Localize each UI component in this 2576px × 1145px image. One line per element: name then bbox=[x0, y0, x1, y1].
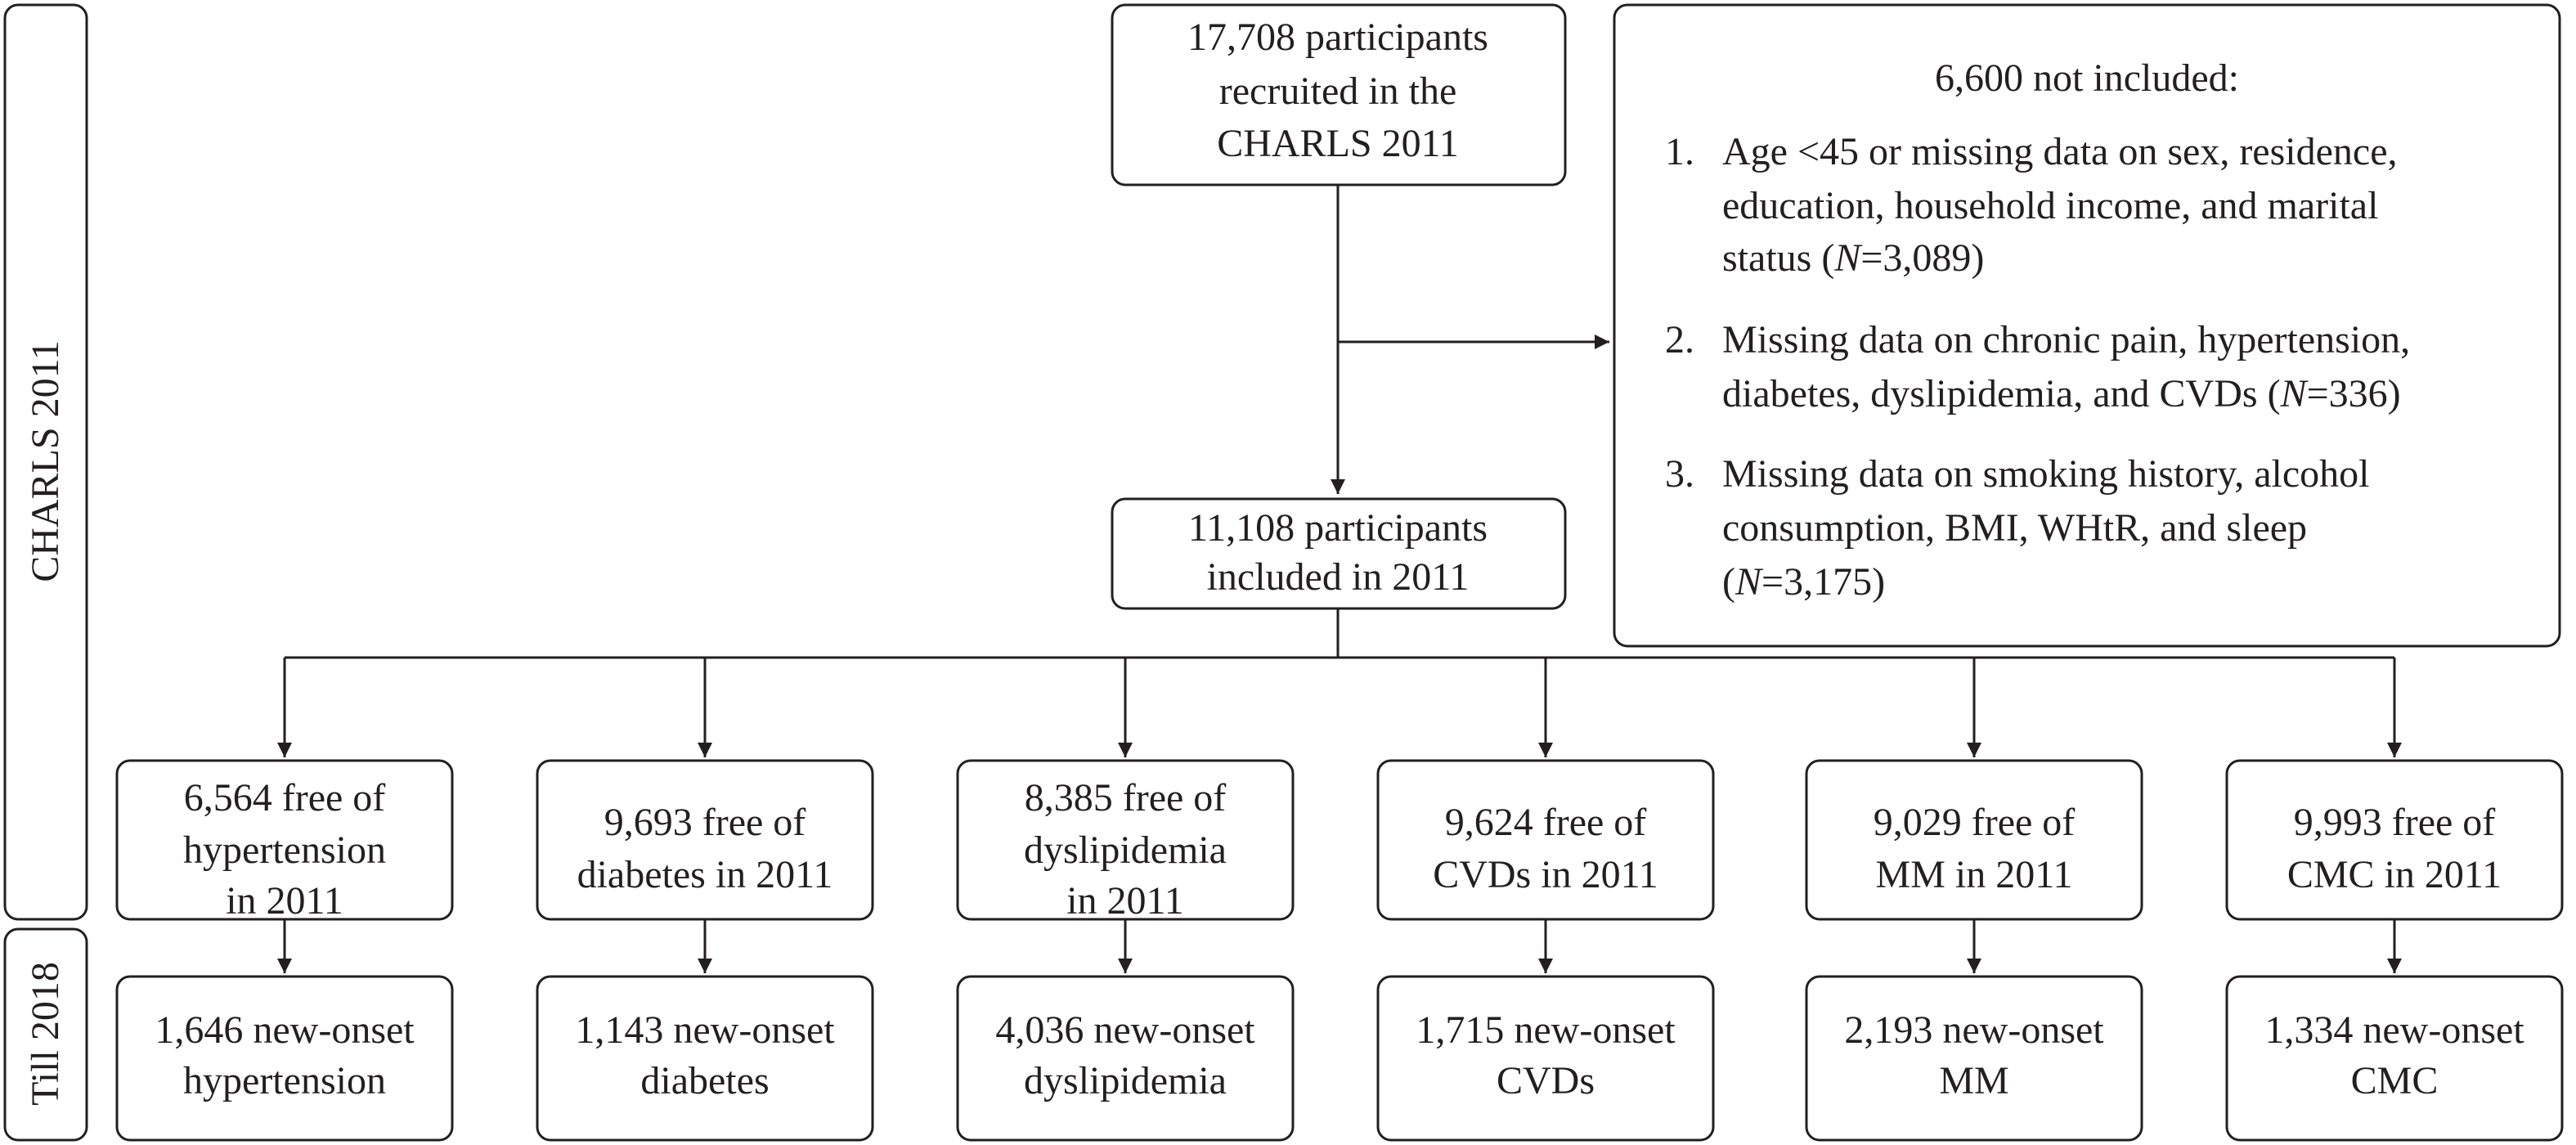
item-text: diabetes, dyslipidemia, and CVDs ( bbox=[1722, 372, 2281, 415]
side-box bbox=[3, 3, 88, 921]
outcome-text: 1,143 new-onset bbox=[575, 1008, 835, 1052]
outcome-text: MM bbox=[1939, 1059, 2008, 1102]
item-text: ( bbox=[1722, 560, 1735, 604]
baseline-text: diabetes in 2011 bbox=[577, 853, 833, 896]
baseline-text: hypertension bbox=[183, 828, 386, 872]
item-marker: 2. bbox=[1665, 318, 1694, 361]
item-text: Age <45 or missing data on sex, residenc… bbox=[1722, 130, 2398, 173]
baseline-text: 9,029 free of bbox=[1874, 801, 2076, 844]
baseline-text: 8,385 free of bbox=[1025, 776, 1227, 819]
outcome-box bbox=[115, 975, 454, 1142]
box-text: 11,108 participants bbox=[1188, 506, 1488, 550]
outcome-box bbox=[956, 975, 1295, 1142]
item-line: Missing data on smoking history, alcohol bbox=[1722, 452, 2370, 496]
side-box bbox=[3, 927, 88, 1142]
outcome-text: hypertension bbox=[183, 1059, 386, 1102]
outcome-text: 1,646 new-onset bbox=[155, 1008, 415, 1052]
item-line: diabetes, dyslipidemia, and CVDs (N=336) bbox=[1722, 372, 2401, 415]
item-line: Age <45 or missing data on sex, residenc… bbox=[1722, 130, 2398, 173]
box-text: CHARLS 2011 bbox=[1217, 122, 1459, 165]
item-text: Missing data on chronic pain, hypertensi… bbox=[1722, 318, 2410, 361]
baseline-text: CVDs in 2011 bbox=[1433, 853, 1658, 896]
baseline-text: MM in 2011 bbox=[1876, 853, 2073, 896]
baseline-text: 9,624 free of bbox=[1445, 801, 1647, 844]
item-marker: 3. bbox=[1665, 452, 1694, 496]
box-text: 17,708 participants bbox=[1187, 16, 1488, 59]
outcome-box bbox=[1376, 975, 1715, 1142]
outcome-box bbox=[536, 975, 874, 1142]
item-line: (N=3,175) bbox=[1722, 560, 1885, 604]
baseline-text: 6,564 free of bbox=[184, 776, 386, 819]
box-text: recruited in the bbox=[1219, 70, 1457, 113]
outcome-text: CMC bbox=[2351, 1059, 2439, 1102]
box-text: included in 2011 bbox=[1207, 555, 1470, 599]
exclusion-title: 6,600 not included: bbox=[1935, 56, 2239, 100]
item-text: consumption, BMI, WHtR, and sleep bbox=[1722, 506, 2307, 550]
outcome-text: CVDs bbox=[1497, 1059, 1595, 1102]
outcome-text: 1,334 new-onset bbox=[2264, 1008, 2524, 1052]
exclusion-box bbox=[1613, 3, 2561, 648]
item-text: N bbox=[2280, 372, 2309, 415]
item-text: N bbox=[1735, 560, 1764, 604]
item-line: education, household income, and marital bbox=[1722, 184, 2378, 227]
item-line: consumption, BMI, WHtR, and sleep bbox=[1722, 506, 2307, 550]
item-line: status (N=3,089) bbox=[1722, 236, 1984, 280]
outcome-box bbox=[2225, 975, 2564, 1142]
outcome-text: dyslipidemia bbox=[1024, 1059, 1227, 1102]
item-text: =3,175) bbox=[1761, 560, 1885, 604]
baseline-text: CMC in 2011 bbox=[2287, 853, 2502, 896]
outcome-text: 2,193 new-onset bbox=[1844, 1008, 2104, 1052]
baseline-text: in 2011 bbox=[1066, 879, 1184, 923]
baseline-text: dyslipidemia bbox=[1024, 828, 1227, 872]
item-text: Missing data on smoking history, alcohol bbox=[1722, 452, 2370, 496]
item-line: Missing data on chronic pain, hypertensi… bbox=[1722, 318, 2410, 361]
baseline-text: 9,693 free of bbox=[604, 801, 806, 844]
side-label: Till 2018 bbox=[24, 962, 67, 1106]
item-text: =3,089) bbox=[1860, 236, 1984, 280]
dynamic-content: 17,708 participants recruited in the CHARL… bbox=[115, 16, 2564, 1142]
outcome-text: 1,715 new-onset bbox=[1416, 1008, 1676, 1052]
baseline-text: in 2011 bbox=[226, 879, 343, 923]
outcome-box bbox=[1805, 975, 2143, 1142]
item-text: =336) bbox=[2307, 372, 2401, 415]
outcome-text: diabetes bbox=[640, 1059, 769, 1102]
item-text: N bbox=[1833, 236, 1863, 280]
side-label: CHARLS 2011 bbox=[24, 340, 67, 582]
item-marker: 1. bbox=[1665, 130, 1694, 173]
outcome-text: 4,036 new-onset bbox=[995, 1008, 1255, 1052]
baseline-text: 9,993 free of bbox=[2294, 801, 2496, 844]
item-text: education, household income, and marital bbox=[1722, 184, 2378, 227]
item-text: status ( bbox=[1722, 236, 1834, 280]
